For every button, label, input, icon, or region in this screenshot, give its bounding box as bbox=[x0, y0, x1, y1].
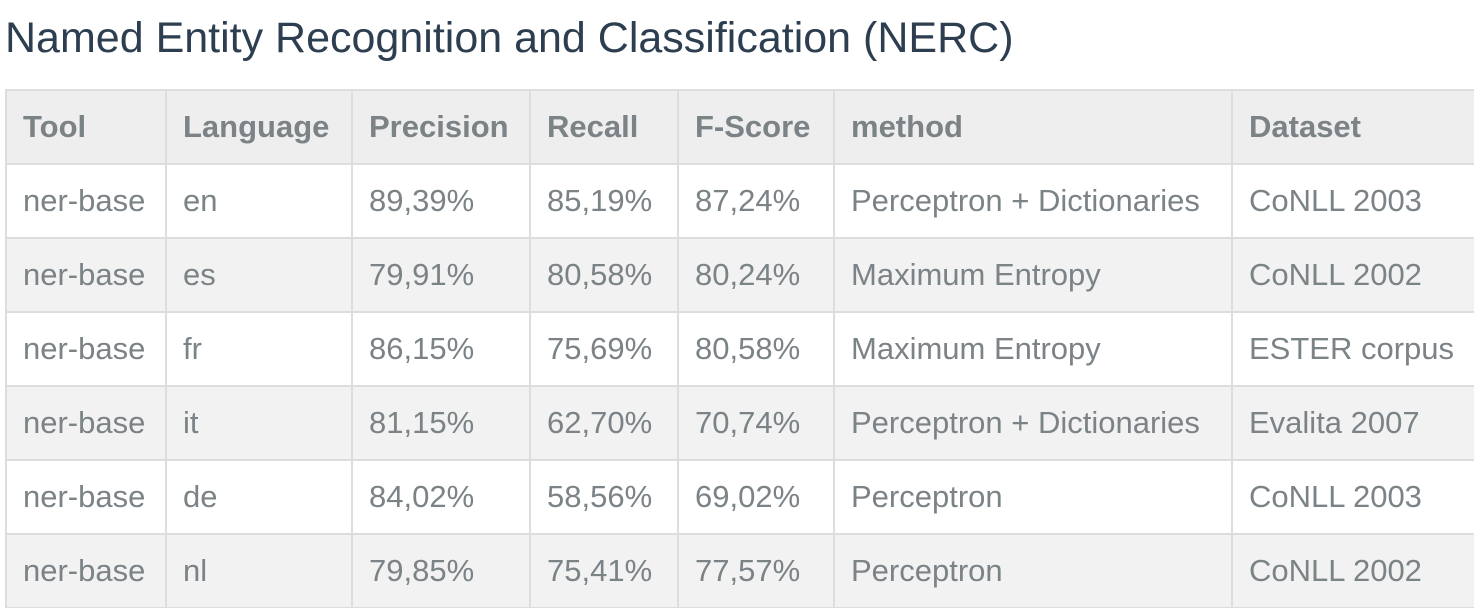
results-table: Tool Language Precision Recall F-Score m… bbox=[5, 89, 1474, 608]
cell-recall: 85,19% bbox=[529, 163, 679, 239]
cell-method: Perceptron bbox=[833, 459, 1233, 535]
cell-precision: 81,15% bbox=[351, 385, 531, 461]
cell-tool: ner-base bbox=[5, 385, 167, 461]
cell-f-score: 77,57% bbox=[677, 533, 835, 608]
table-row: ner-base nl 79,85% 75,41% 77,57% Percept… bbox=[5, 533, 1474, 608]
cell-recall: 80,58% bbox=[529, 237, 679, 313]
cell-method: Perceptron + Dictionaries bbox=[833, 163, 1233, 239]
cell-recall: 75,41% bbox=[529, 533, 679, 608]
cell-tool: ner-base bbox=[5, 311, 167, 387]
header-method: method bbox=[833, 89, 1233, 165]
cell-dataset: CoNLL 2003 bbox=[1231, 459, 1474, 535]
cell-f-score: 69,02% bbox=[677, 459, 835, 535]
header-tool: Tool bbox=[5, 89, 167, 165]
header-f-score: F-Score bbox=[677, 89, 835, 165]
cell-method: Perceptron + Dictionaries bbox=[833, 385, 1233, 461]
header-dataset: Dataset bbox=[1231, 89, 1474, 165]
table-row: ner-base en 89,39% 85,19% 87,24% Percept… bbox=[5, 163, 1474, 239]
cell-method: Maximum Entropy bbox=[833, 311, 1233, 387]
cell-tool: ner-base bbox=[5, 533, 167, 608]
cell-dataset: Evalita 2007 bbox=[1231, 385, 1474, 461]
cell-language: de bbox=[165, 459, 353, 535]
header-precision: Precision bbox=[351, 89, 531, 165]
cell-precision: 79,85% bbox=[351, 533, 531, 608]
cell-recall: 58,56% bbox=[529, 459, 679, 535]
cell-tool: ner-base bbox=[5, 237, 167, 313]
cell-f-score: 80,24% bbox=[677, 237, 835, 313]
cell-dataset: CoNLL 2002 bbox=[1231, 533, 1474, 608]
cell-recall: 62,70% bbox=[529, 385, 679, 461]
cell-language: it bbox=[165, 385, 353, 461]
cell-f-score: 87,24% bbox=[677, 163, 835, 239]
cell-precision: 84,02% bbox=[351, 459, 531, 535]
table-header-row: Tool Language Precision Recall F-Score m… bbox=[5, 89, 1474, 165]
cell-f-score: 80,58% bbox=[677, 311, 835, 387]
cell-dataset: CoNLL 2002 bbox=[1231, 237, 1474, 313]
cell-precision: 86,15% bbox=[351, 311, 531, 387]
cell-language: es bbox=[165, 237, 353, 313]
cell-recall: 75,69% bbox=[529, 311, 679, 387]
table-row: ner-base es 79,91% 80,58% 80,24% Maximum… bbox=[5, 237, 1474, 313]
cell-language: nl bbox=[165, 533, 353, 608]
cell-precision: 89,39% bbox=[351, 163, 531, 239]
table-row: ner-base de 84,02% 58,56% 69,02% Percept… bbox=[5, 459, 1474, 535]
cell-method: Perceptron bbox=[833, 533, 1233, 608]
cell-method: Maximum Entropy bbox=[833, 237, 1233, 313]
table-row: ner-base it 81,15% 62,70% 70,74% Percept… bbox=[5, 385, 1474, 461]
table-row: ner-base fr 86,15% 75,69% 80,58% Maximum… bbox=[5, 311, 1474, 387]
header-recall: Recall bbox=[529, 89, 679, 165]
cell-tool: ner-base bbox=[5, 459, 167, 535]
cell-tool: ner-base bbox=[5, 163, 167, 239]
page-title: Named Entity Recognition and Classificat… bbox=[5, 14, 1014, 62]
cell-language: fr bbox=[165, 311, 353, 387]
cell-dataset: ESTER corpus bbox=[1231, 311, 1474, 387]
cell-language: en bbox=[165, 163, 353, 239]
header-language: Language bbox=[165, 89, 353, 165]
cell-f-score: 70,74% bbox=[677, 385, 835, 461]
cell-precision: 79,91% bbox=[351, 237, 531, 313]
cell-dataset: CoNLL 2003 bbox=[1231, 163, 1474, 239]
